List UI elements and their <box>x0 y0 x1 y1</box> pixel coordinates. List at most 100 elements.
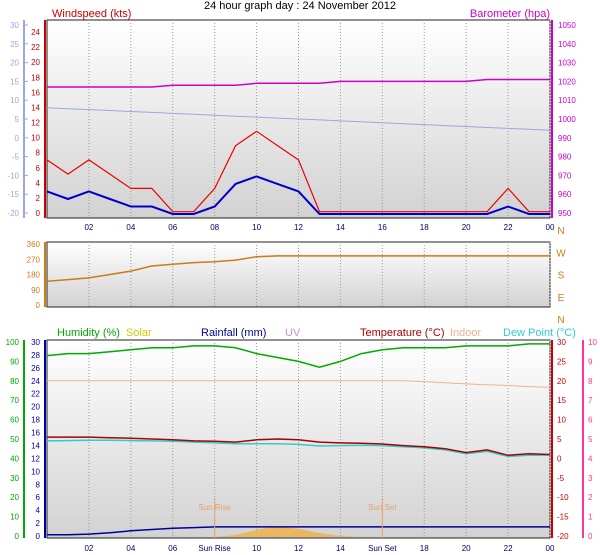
tick-label: -5 <box>12 153 20 162</box>
tick-label: 0 <box>15 532 20 541</box>
tick-label: 24 <box>31 377 40 386</box>
gust-series <box>46 130 550 213</box>
tick-label: 4 <box>588 454 593 463</box>
tick-label: 60 <box>10 416 19 425</box>
tick-label: 14 <box>31 103 40 112</box>
tick-label: 5 <box>15 115 20 124</box>
humidity-label: Humidity (%) <box>57 327 120 339</box>
indoor-label: Indoor <box>450 327 482 339</box>
tick-label: 2 <box>588 493 593 502</box>
compass-label: E <box>558 293 565 304</box>
tick-label: 270 <box>27 255 41 264</box>
tick-label: 0 <box>36 209 41 218</box>
tick-label: 0 <box>557 454 562 463</box>
tick-label: -5 <box>557 474 565 483</box>
tick-label: 18 <box>31 73 40 82</box>
tick-label: 25 <box>557 357 566 366</box>
tick-label: 25 <box>10 40 19 49</box>
tick-label: 20 <box>31 403 40 412</box>
x-tick-label: 22 <box>504 223 513 232</box>
x-tick-label: 18 <box>420 223 429 232</box>
dewpoint-label: Dew Point (°C) <box>503 327 576 339</box>
tick-label: 1 <box>588 513 593 522</box>
tick-label: 0 <box>36 532 41 541</box>
tick-label: 90 <box>10 357 19 366</box>
tick-label: 960 <box>558 190 572 199</box>
x-tick-label: 20 <box>462 223 471 232</box>
tick-label: -10 <box>557 493 569 502</box>
tick-label: 16 <box>31 88 40 97</box>
chart-title: 24 hour graph day : 24 November 2012 <box>203 0 397 12</box>
tick-label: 30 <box>557 338 566 347</box>
compass-label: W <box>556 248 566 259</box>
x-tick-label: 16 <box>378 223 387 232</box>
tick-label: -20 <box>7 209 19 218</box>
tick-label: 20 <box>31 58 40 67</box>
tick-label: 6 <box>36 493 41 502</box>
tick-label: 22 <box>31 43 40 52</box>
compass-label: N <box>557 315 564 326</box>
tick-label: 1030 <box>558 59 576 68</box>
wind-direction-series <box>46 255 550 283</box>
tick-label: 9 <box>588 357 593 366</box>
tick-label: 15 <box>557 396 566 405</box>
tick-label: -10 <box>7 171 19 180</box>
x-tick-label: 00 <box>546 223 555 232</box>
tick-label: 20 <box>557 377 566 386</box>
tick-label: 30 <box>31 338 40 347</box>
tick-label: 1010 <box>558 96 576 105</box>
x-tick-label: 02 <box>84 544 93 553</box>
tick-label: -15 <box>7 190 19 199</box>
x-tick-label: 04 <box>126 544 135 553</box>
tick-label: 4 <box>36 179 41 188</box>
x-tick-label: 12 <box>294 544 303 553</box>
x-tick-label: 22 <box>504 544 513 553</box>
tick-label: 15 <box>10 77 19 86</box>
tick-label: 970 <box>558 171 572 180</box>
tick-label: 10 <box>10 513 19 522</box>
tick-label: 6 <box>588 416 593 425</box>
tick-label: 14 <box>31 441 40 450</box>
humidity-series <box>46 343 550 368</box>
tick-label: 80 <box>10 377 19 386</box>
x-tick-label: 02 <box>84 223 93 232</box>
barometer-series <box>47 78 550 88</box>
x-tick-label: 14 <box>336 223 345 232</box>
tick-label: 2 <box>36 194 41 203</box>
x-tick-label: 18 <box>420 544 429 553</box>
tick-label: 8 <box>36 480 41 489</box>
temperature-series <box>47 436 551 457</box>
x-tick-label: 06 <box>168 544 177 553</box>
windspeed-label: Windspeed (kts) <box>52 8 131 20</box>
tick-label: 22 <box>31 390 40 399</box>
tick-label: 90 <box>31 286 40 295</box>
tick-label: 180 <box>27 271 41 280</box>
x-tick-label: 00 <box>546 544 555 553</box>
tick-label: 5 <box>588 435 593 444</box>
tick-label: 10 <box>10 96 19 105</box>
tick-label: 990 <box>558 134 572 143</box>
x-tick-label: 10 <box>252 223 261 232</box>
tick-label: 12 <box>31 454 40 463</box>
tick-label: 0 <box>36 301 41 310</box>
x-tick-label: 08 <box>210 223 219 232</box>
tick-label: 6 <box>36 164 41 173</box>
tick-label: 0 <box>588 532 593 541</box>
tick-label: 20 <box>10 493 19 502</box>
windspeed-series <box>46 175 550 215</box>
tick-label: 1040 <box>558 40 576 49</box>
uv-label: UV <box>285 327 301 339</box>
tick-label: 8 <box>588 377 593 386</box>
rainfall-label: Rainfall (mm) <box>201 327 266 339</box>
barometer-label: Barometer (hpa) <box>470 8 550 20</box>
tick-label: 30 <box>10 474 19 483</box>
tick-label: 950 <box>558 209 572 218</box>
tick-label: 360 <box>27 240 41 249</box>
tick-label: 10 <box>31 134 40 143</box>
tick-label: 28 <box>31 351 40 360</box>
x-tick-label: Sun Rise <box>198 544 231 553</box>
pressure-trace-series <box>46 107 551 131</box>
sun-set-label: Sun Set <box>368 503 397 512</box>
tick-label: 10 <box>31 467 40 476</box>
